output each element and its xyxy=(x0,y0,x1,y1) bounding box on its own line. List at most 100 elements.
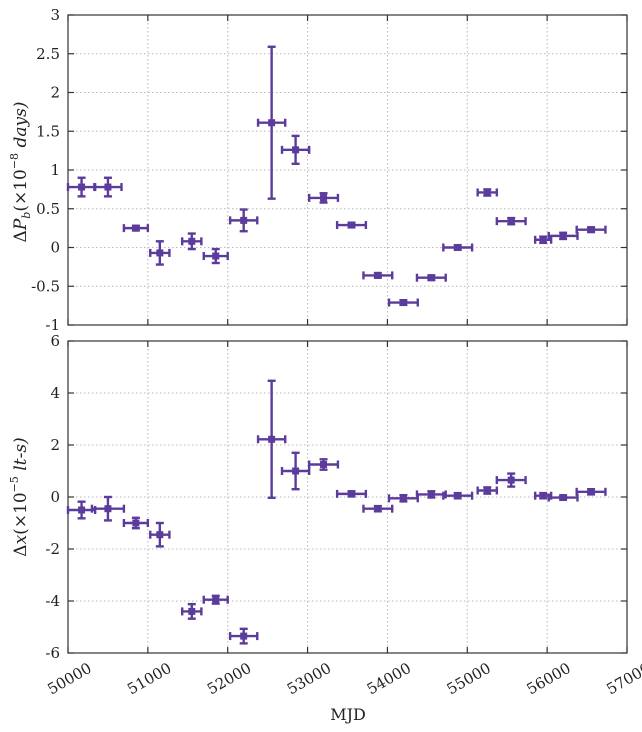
marker xyxy=(240,216,248,224)
marker xyxy=(156,249,164,257)
marker xyxy=(559,232,567,240)
y-tick-label: -0.5 xyxy=(31,277,60,295)
marker xyxy=(587,488,595,496)
data-point xyxy=(66,176,97,198)
data-point xyxy=(202,594,229,605)
x-tick-label: 53000 xyxy=(284,659,334,698)
plot-frame xyxy=(67,14,628,326)
marker xyxy=(507,217,515,225)
marker xyxy=(454,244,462,251)
data-point xyxy=(228,208,259,233)
x-tick-label: 50000 xyxy=(44,659,94,698)
y-tick-label: -4 xyxy=(45,592,60,610)
data-point xyxy=(442,491,474,500)
marker xyxy=(399,299,407,307)
marker xyxy=(292,467,300,475)
y-tick-label: 2.5 xyxy=(36,45,60,63)
data-point xyxy=(90,495,126,522)
plot-frame xyxy=(67,340,628,654)
marker xyxy=(454,492,462,500)
data-point xyxy=(476,188,499,197)
y-tick-label: 2 xyxy=(50,436,60,454)
y-tick-label: 0 xyxy=(50,488,60,506)
y-tick-label: 1 xyxy=(50,161,60,179)
marker xyxy=(483,487,491,494)
data-point xyxy=(547,493,579,502)
data-point xyxy=(307,458,340,471)
data-point xyxy=(256,379,287,499)
marker xyxy=(427,490,435,498)
data-point xyxy=(495,472,527,488)
y-tick-label: 1.5 xyxy=(36,122,60,140)
data-point xyxy=(202,247,229,265)
data-point xyxy=(335,489,368,498)
y-tick-label: -1 xyxy=(45,316,60,334)
data-point xyxy=(442,243,474,252)
data-point xyxy=(387,298,419,307)
data-point xyxy=(575,487,607,496)
data-point xyxy=(228,627,259,645)
marker xyxy=(240,632,248,640)
data-point xyxy=(387,493,419,503)
data-point xyxy=(93,176,123,198)
data-point xyxy=(495,216,527,226)
data-point xyxy=(415,273,447,282)
marker xyxy=(320,194,328,202)
marker xyxy=(483,188,491,196)
top-panel-pb: 3 2.5 2 1.5 1 0.5 0 -0.5 -1 xyxy=(31,6,628,334)
x-tick-label: 57000 xyxy=(603,659,642,698)
marker xyxy=(78,183,86,191)
y-tick-label: 3 xyxy=(50,6,60,24)
marker xyxy=(132,224,140,232)
marker xyxy=(320,461,328,468)
marker xyxy=(399,494,407,502)
marker xyxy=(347,221,355,229)
data-point xyxy=(547,231,579,241)
marker xyxy=(347,490,355,498)
marker xyxy=(188,237,196,245)
top-ylabel: ΔPb(×10−8 days) xyxy=(8,102,33,243)
data-point xyxy=(149,240,171,266)
bottom-ylabel: Δx(×10−5 lt-s) xyxy=(8,437,31,556)
marker xyxy=(292,146,300,154)
marker xyxy=(212,596,220,604)
marker xyxy=(374,271,382,279)
marker xyxy=(507,476,515,484)
marker xyxy=(188,607,196,615)
data-point xyxy=(180,232,203,251)
data-point xyxy=(149,521,171,548)
data-point xyxy=(122,224,150,233)
marker xyxy=(268,435,276,443)
marker xyxy=(212,252,220,260)
x-tick-label: 54000 xyxy=(364,659,414,698)
data-point xyxy=(335,221,368,230)
marker xyxy=(104,183,112,191)
data-point xyxy=(66,500,97,520)
marker xyxy=(374,505,382,513)
marker xyxy=(539,236,547,244)
marker xyxy=(539,492,547,500)
data-point xyxy=(307,192,340,204)
y-tick-label: -6 xyxy=(45,644,60,662)
data-point xyxy=(362,504,394,513)
x-axis-title: MJD xyxy=(330,705,366,724)
marker xyxy=(559,494,567,502)
x-tick-label: 56000 xyxy=(523,659,573,698)
data-point xyxy=(280,134,311,166)
marker xyxy=(156,531,164,539)
y-tick-label: 0.5 xyxy=(36,200,60,218)
y-tick-label: -2 xyxy=(45,540,60,558)
y-tick-label: 6 xyxy=(50,332,60,350)
marker xyxy=(132,519,140,527)
y-tick-label: 2 xyxy=(50,84,60,102)
data-point xyxy=(476,486,499,495)
data-point xyxy=(180,602,203,620)
marker xyxy=(78,506,86,514)
x-tick-label: 51000 xyxy=(124,659,174,698)
marker xyxy=(104,505,112,513)
data-point xyxy=(415,490,447,499)
data-point xyxy=(122,516,150,530)
x-tick-label: 52000 xyxy=(204,659,254,698)
